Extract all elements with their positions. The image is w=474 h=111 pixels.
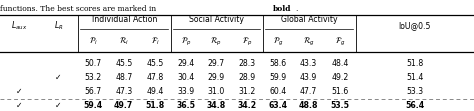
Text: 51.8: 51.8 xyxy=(146,101,164,110)
Text: $\mathcal{P}_i$: $\mathcal{P}_i$ xyxy=(89,36,97,47)
Text: 53.5: 53.5 xyxy=(330,101,349,110)
Text: 59.4: 59.4 xyxy=(83,101,102,110)
Text: $\mathcal{P}_g$: $\mathcal{P}_g$ xyxy=(273,36,283,48)
Text: $\mathcal{R}_g$: $\mathcal{R}_g$ xyxy=(302,36,315,48)
Text: .: . xyxy=(295,5,297,13)
Text: $\mathcal{F}_i$: $\mathcal{F}_i$ xyxy=(151,36,159,47)
Text: $\mathcal{F}_p$: $\mathcal{F}_p$ xyxy=(242,36,252,48)
Text: 29.7: 29.7 xyxy=(208,59,225,68)
Text: 51.6: 51.6 xyxy=(331,87,348,96)
Text: 36.5: 36.5 xyxy=(176,101,195,110)
Text: 53.2: 53.2 xyxy=(84,73,101,82)
Text: 31.0: 31.0 xyxy=(208,87,225,96)
Text: 48.8: 48.8 xyxy=(299,101,319,110)
Text: 29.9: 29.9 xyxy=(208,73,225,82)
Text: ✓: ✓ xyxy=(55,101,62,110)
Text: Global Activity: Global Activity xyxy=(281,15,337,24)
Text: ✓: ✓ xyxy=(16,101,23,110)
Text: 29.4: 29.4 xyxy=(177,59,194,68)
Text: ✓: ✓ xyxy=(55,73,62,82)
Text: 49.2: 49.2 xyxy=(331,73,348,82)
Text: 56.4: 56.4 xyxy=(405,101,424,110)
Text: 34.8: 34.8 xyxy=(207,101,226,110)
Text: Individual Action: Individual Action xyxy=(91,15,157,24)
Text: 56.7: 56.7 xyxy=(84,87,101,96)
Text: $L_R$: $L_R$ xyxy=(54,19,63,32)
Text: 45.5: 45.5 xyxy=(115,59,132,68)
Text: 28.3: 28.3 xyxy=(238,59,255,68)
Text: 49.7: 49.7 xyxy=(114,101,133,110)
Text: 43.9: 43.9 xyxy=(300,73,317,82)
Text: 51.4: 51.4 xyxy=(406,73,423,82)
Text: 63.4: 63.4 xyxy=(268,101,287,110)
Text: 43.3: 43.3 xyxy=(300,59,317,68)
Text: $\mathcal{P}_p$: $\mathcal{P}_p$ xyxy=(181,36,191,48)
Text: 49.4: 49.4 xyxy=(146,87,164,96)
Text: 47.3: 47.3 xyxy=(115,87,132,96)
Text: 28.9: 28.9 xyxy=(238,73,255,82)
Text: 47.7: 47.7 xyxy=(300,87,317,96)
Text: 48.4: 48.4 xyxy=(331,59,348,68)
Text: 33.9: 33.9 xyxy=(177,87,194,96)
Text: $\mathcal{R}_p$: $\mathcal{R}_p$ xyxy=(210,36,222,48)
Text: 53.3: 53.3 xyxy=(406,87,423,96)
Text: 60.4: 60.4 xyxy=(269,87,286,96)
Text: functions. The best scores are marked in: functions. The best scores are marked in xyxy=(0,5,159,13)
Text: $\mathcal{R}_i$: $\mathcal{R}_i$ xyxy=(118,36,129,47)
Text: 48.7: 48.7 xyxy=(115,73,132,82)
Text: 34.2: 34.2 xyxy=(237,101,256,110)
Text: 30.4: 30.4 xyxy=(177,73,194,82)
Text: bold: bold xyxy=(273,5,292,13)
Text: IoU@0.5: IoU@0.5 xyxy=(399,21,431,30)
Text: 51.8: 51.8 xyxy=(406,59,423,68)
Text: 58.6: 58.6 xyxy=(269,59,286,68)
Text: 50.7: 50.7 xyxy=(84,59,101,68)
Text: Social Activity: Social Activity xyxy=(189,15,244,24)
Text: 45.5: 45.5 xyxy=(146,59,164,68)
Text: ✓: ✓ xyxy=(16,87,23,96)
Text: 31.2: 31.2 xyxy=(238,87,255,96)
Text: $\mathcal{F}_g$: $\mathcal{F}_g$ xyxy=(335,36,345,48)
Text: 59.9: 59.9 xyxy=(269,73,286,82)
Text: $L_{aux}$: $L_{aux}$ xyxy=(11,19,27,32)
Text: 47.8: 47.8 xyxy=(146,73,164,82)
